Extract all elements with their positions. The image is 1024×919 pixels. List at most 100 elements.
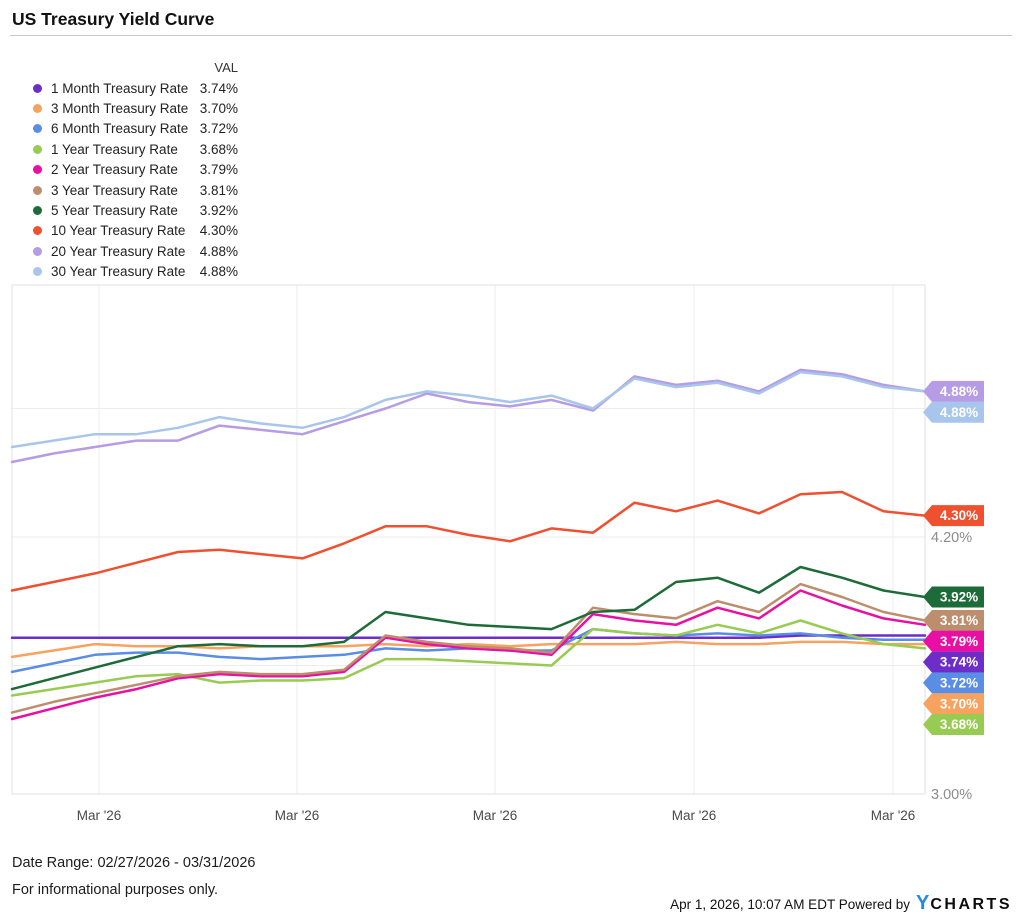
end-value-badge-30-year-treasury-rate: 4.88%	[923, 401, 984, 423]
legend-series-value: 4.30%	[199, 223, 238, 239]
footer-attribution: Apr 1, 2026, 10:07 AM EDT Powered by Y C…	[670, 892, 1012, 915]
legend-item-3-year-treasury-rate[interactable]: 3 Year Treasury Rate 3.81%	[12, 180, 238, 200]
title-divider	[10, 35, 1012, 36]
series-color-dot	[33, 246, 42, 256]
legend-rows: 1 Month Treasury Rate 3.74% 3 Month Treasu…	[12, 78, 238, 282]
end-value-badge-1-year-treasury-rate: 3.68%	[923, 714, 984, 735]
legend-series-label: 5 Year Treasury Rate	[51, 203, 178, 219]
legend-series-value: 3.92%	[199, 203, 238, 219]
legend-series-label: 3 Month Treasury Rate	[51, 101, 189, 117]
end-value-badge-10-year-treasury-rate: 4.30%	[923, 505, 984, 527]
series-color-dot	[33, 185, 42, 195]
legend-series-value: 3.72%	[199, 121, 238, 137]
x-axis-tick-label: Mar '26	[672, 808, 717, 823]
badge-arrow-shape	[923, 630, 984, 652]
legend-item-20-year-treasury-rate[interactable]: 20 Year Treasury Rate 4.88%	[12, 241, 238, 261]
badge-arrow-shape	[923, 610, 984, 631]
end-value-badge-5-year-treasury-rate: 3.92%	[923, 586, 984, 608]
badge-value-text: 3.72%	[940, 676, 978, 691]
series-line-1-year-treasury-rate	[10, 619, 927, 697]
x-axis-tick-label: Mar '26	[275, 808, 320, 823]
series-line-10-year-treasury-rate	[10, 490, 927, 592]
series-line-30-year-treasury-rate	[10, 370, 927, 449]
series-line-20-year-treasury-rate	[10, 368, 927, 464]
series-line-3-month-treasury-rate	[10, 640, 927, 659]
badge-value-text: 3.79%	[940, 634, 978, 649]
chart-legend: VAL 1 Month Treasury Rate 3.74% 3 Month Tr…	[12, 57, 238, 282]
legend-item-1-month-treasury-rate[interactable]: 1 Month Treasury Rate 3.74%	[12, 78, 238, 98]
legend-item-5-year-treasury-rate[interactable]: 5 Year Treasury Rate 3.92%	[12, 200, 238, 220]
legend-val-header: VAL	[214, 60, 238, 75]
y-axis-tick-label: 4.20%	[931, 530, 972, 546]
badge-value-text: 3.74%	[940, 655, 978, 670]
legend-series-value: 4.88%	[199, 264, 238, 280]
legend-item-30-year-treasury-rate[interactable]: 30 Year Treasury Rate 4.88%	[12, 262, 238, 282]
legend-series-label: 30 Year Treasury Rate	[51, 264, 186, 280]
end-value-badge-2-year-treasury-rate: 3.79%	[923, 630, 984, 652]
legend-series-label: 6 Month Treasury Rate	[51, 121, 189, 137]
x-axis-tick-label: Mar '26	[77, 808, 122, 823]
y-axis-tick-label: 3.00%	[931, 787, 972, 803]
series-color-dot	[33, 165, 42, 175]
series-color-dot	[33, 226, 42, 236]
legend-series-label: 3 Year Treasury Rate	[51, 182, 178, 198]
legend-item-1-year-treasury-rate[interactable]: 1 Year Treasury Rate 3.68%	[12, 139, 238, 159]
legend-item-2-year-treasury-rate[interactable]: 2 Year Treasury Rate 3.79%	[12, 160, 238, 180]
badge-arrow-shape	[923, 672, 984, 694]
legend-series-label: 10 Year Treasury Rate	[51, 223, 186, 239]
series-line-2-year-treasury-rate	[10, 589, 927, 721]
date-range-label: Date Range: 02/27/2026 - 03/31/2026	[12, 855, 256, 871]
badge-value-text: 3.70%	[940, 696, 978, 711]
legend-item-10-year-treasury-rate[interactable]: 10 Year Treasury Rate 4.30%	[12, 221, 238, 241]
legend-series-label: 2 Year Treasury Rate	[51, 162, 178, 178]
series-color-dot	[33, 144, 42, 154]
disclaimer-label: For informational purposes only.	[12, 882, 219, 898]
badge-value-text: 3.81%	[940, 613, 978, 628]
page-title: US Treasury Yield Curve	[12, 9, 215, 29]
series-line-3-year-treasury-rate	[10, 582, 927, 714]
ycharts-logo-y-icon: Y	[915, 892, 931, 914]
badge-arrow-shape	[923, 714, 984, 735]
badge-value-text: 3.92%	[940, 590, 978, 605]
legend-series-value: 3.79%	[199, 162, 238, 178]
x-axis-tick-label: Mar '26	[871, 808, 916, 823]
ycharts-logo[interactable]: Y CHARTS	[916, 892, 1012, 915]
legend-series-value: 3.68%	[199, 141, 238, 157]
badge-arrow-shape	[923, 693, 984, 715]
series-color-dot	[33, 104, 42, 114]
end-value-badge-3-month-treasury-rate: 3.70%	[923, 693, 984, 715]
series-line-5-year-treasury-rate	[10, 565, 927, 691]
badge-arrow-shape	[923, 380, 984, 402]
series-color-dot	[33, 206, 42, 216]
chart-plot-area[interactable]	[11, 284, 926, 795]
legend-series-value: 3.74%	[199, 80, 238, 96]
legend-series-value: 4.88%	[199, 243, 238, 259]
badge-arrow-shape	[923, 505, 984, 527]
legend-series-label: 1 Year Treasury Rate	[51, 141, 178, 157]
badge-arrow-shape	[923, 401, 984, 423]
legend-series-value: 3.70%	[199, 101, 238, 117]
end-value-badge-20-year-treasury-rate: 4.88%	[923, 380, 984, 402]
ycharts-logo-text: CHARTS	[930, 896, 1012, 913]
timestamp-powered-by-label: Apr 1, 2026, 10:07 AM EDT Powered by	[670, 897, 910, 912]
badge-value-text: 4.88%	[940, 384, 978, 399]
legend-series-label: 20 Year Treasury Rate	[51, 243, 186, 259]
badge-arrow-shape	[923, 651, 984, 673]
legend-item-3-month-treasury-rate[interactable]: 3 Month Treasury Rate 3.70%	[12, 98, 238, 118]
series-color-dot	[33, 124, 42, 134]
badge-value-text: 3.68%	[940, 717, 978, 732]
series-color-dot	[33, 267, 42, 277]
legend-item-6-month-treasury-rate[interactable]: 6 Month Treasury Rate 3.72%	[12, 119, 238, 139]
legend-series-label: 1 Month Treasury Rate	[51, 80, 189, 96]
badge-arrow-shape	[923, 586, 984, 608]
end-value-badge-3-year-treasury-rate: 3.81%	[923, 610, 984, 631]
end-value-badge-1-month-treasury-rate: 3.74%	[923, 651, 984, 673]
badge-value-text: 4.30%	[940, 508, 978, 523]
end-value-badge-6-month-treasury-rate: 3.72%	[923, 672, 984, 694]
series-color-dot	[33, 83, 42, 93]
legend-series-value: 3.81%	[199, 182, 238, 198]
badge-value-text: 4.88%	[940, 405, 978, 420]
x-axis-tick-label: Mar '26	[473, 808, 518, 823]
